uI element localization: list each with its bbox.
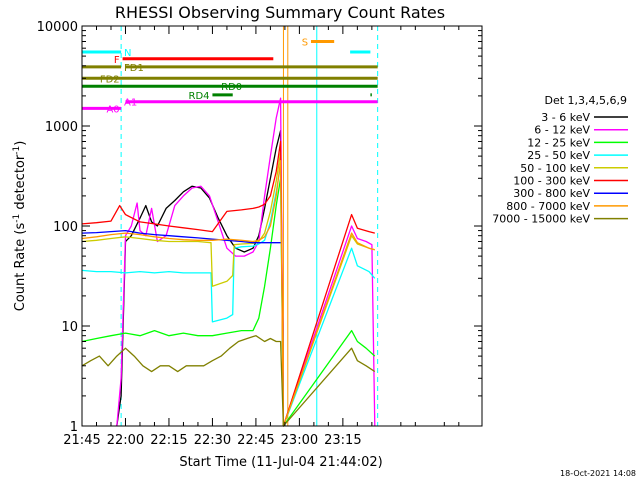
y-axis-label-main: Count Rate (s <box>13 223 28 312</box>
legend-title: Det 1,3,4,5,6,9 <box>544 94 627 107</box>
y-tick-label-3: 1000 <box>45 120 78 135</box>
flag-label-0: N <box>124 48 131 59</box>
flag-label-5: RD0 <box>221 82 242 93</box>
x-tick-label-1: 22:00 <box>107 433 144 448</box>
y-axis-label-sup1: -1 <box>12 214 22 223</box>
legend-label-6: 300 - 800 keV <box>513 187 590 200</box>
flag-label-6: RD4 <box>189 91 210 102</box>
flag-label-4: FD2 <box>100 74 120 85</box>
x-tick-label-6: 23:15 <box>324 433 361 448</box>
footer-date: 18-Oct-2021 14:08 <box>560 469 636 478</box>
x-tick-label-0: 21:45 <box>63 433 100 448</box>
flag-label-2: F <box>114 55 120 66</box>
x-axis-label: Start Time (11-Jul-04 21:44:02) <box>179 455 382 470</box>
legend-label-0: 3 - 6 keV <box>541 111 590 124</box>
legend-label-3: 25 - 50 keV <box>527 149 590 162</box>
legend-label-4: 50 - 100 keV <box>520 162 590 175</box>
y-tick-label-4: 10000 <box>37 20 78 35</box>
flag-label-1: S <box>302 37 308 48</box>
plot-area: N S F FD1 FD2 RD0 RD4 A0 A1 <box>81 26 379 427</box>
x-tick-label-5: 23:00 <box>281 433 318 448</box>
series-line-6 <box>81 229 281 244</box>
y-axis-label-mid: detector <box>13 154 28 214</box>
legend-label-5: 100 - 300 keV <box>513 175 590 188</box>
legend-label-2: 12 - 25 keV <box>527 136 590 149</box>
chart-title: RHESSI Observing Summary Count Rates <box>115 3 445 22</box>
y-axis: 1 10 100 1000 10000 <box>37 20 482 435</box>
legend-label-8: 7000 - 15000 keV <box>492 213 590 226</box>
y-axis-label: Count Rate (s-1 detector-1) <box>12 141 28 312</box>
y-axis-label-sup2: -1 <box>12 146 22 155</box>
series-line-0 <box>116 129 285 427</box>
y-tick-label-1: 10 <box>61 320 78 335</box>
series-line-2 <box>81 177 376 427</box>
y-axis-label-end: ) <box>13 141 28 146</box>
flag-label-8: A1 <box>124 98 137 109</box>
flag-label-3: FD1 <box>124 63 144 74</box>
legend-label-1: 6 - 12 keV <box>534 124 590 137</box>
x-tick-label-3: 22:30 <box>194 433 231 448</box>
legend-label-7: 800 - 7000 keV <box>506 200 590 213</box>
flag-label-7: A0 <box>106 104 119 115</box>
x-axis: 21:45 22:00 22:15 22:30 22:45 23:00 23:15 <box>63 26 460 448</box>
y-tick-label-2: 100 <box>53 220 78 235</box>
y-tick-label-0: 1 <box>70 420 78 435</box>
series-line-7 <box>81 160 375 427</box>
x-tick-label-2: 22:15 <box>150 433 187 448</box>
series-line-8 <box>81 335 376 427</box>
series-line-5 <box>81 140 375 427</box>
x-tick-label-4: 22:45 <box>237 433 274 448</box>
